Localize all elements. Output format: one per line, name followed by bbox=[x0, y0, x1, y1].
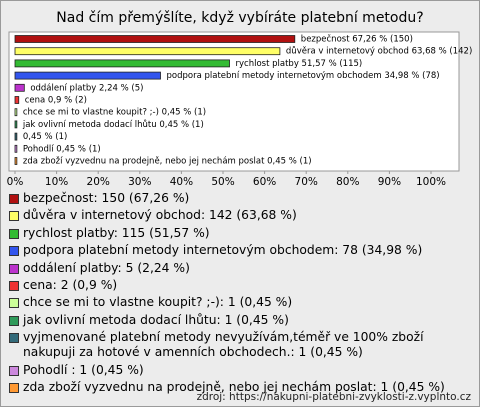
legend-swatch bbox=[9, 280, 19, 291]
chart: Nad čím přemýšlíte, když vybíráte plateb… bbox=[7, 10, 473, 188]
bar bbox=[14, 108, 18, 117]
bar bbox=[14, 71, 161, 80]
bar-label: cena 0,9 % (2) bbox=[25, 96, 87, 106]
x-tick-label: 0% bbox=[7, 176, 24, 188]
legend-item: zda zboží vyzvednu na prodejně, nebo jej… bbox=[9, 380, 471, 395]
x-tick-label: 10% bbox=[45, 176, 68, 188]
legend-label: cena: 2 (0,9 %) bbox=[23, 277, 118, 292]
bar bbox=[14, 35, 296, 43]
legend-item: rychlost platby: 115 (51,57 %) bbox=[9, 226, 471, 241]
bar bbox=[14, 83, 25, 92]
legend-swatch bbox=[9, 382, 19, 393]
bar-label: jak ovlivní metoda dodací lhůtu 0,45 % (… bbox=[22, 119, 204, 130]
x-tick-label: 60% bbox=[253, 176, 276, 188]
legend-item: důvěra v internetový obchod: 142 (63,68 … bbox=[9, 208, 471, 223]
x-tick-label: 30% bbox=[128, 176, 151, 188]
legend-swatch bbox=[9, 333, 19, 344]
legend-label: oddálení platby: 5 (2,24 %) bbox=[23, 260, 190, 275]
legend-item: bezpečnost: 150 (67,26 %) bbox=[9, 191, 471, 206]
bar-label: bezpečnost 67,26 % (150) bbox=[301, 34, 413, 45]
bar bbox=[14, 96, 20, 104]
legend-swatch bbox=[9, 315, 19, 326]
x-tick-label: 90% bbox=[378, 176, 401, 188]
legend-label: podpora platební metody internetovým obc… bbox=[23, 243, 423, 258]
bar-label: 0,45 % (1) bbox=[23, 132, 67, 142]
x-tick-label: 50% bbox=[211, 176, 234, 188]
bar-label: oddálení platby 2,24 % (5) bbox=[30, 83, 143, 93]
legend-item: Pohodlí : 1 (0,45 %) bbox=[9, 363, 471, 378]
legend-label: důvěra v internetový obchod: 142 (63,68 … bbox=[23, 208, 297, 223]
bar-label: podpora platební metody internetovým obc… bbox=[167, 71, 440, 81]
legend-swatch bbox=[9, 194, 19, 204]
bar-label: Pohodlí 0,45 % (1) bbox=[23, 144, 101, 154]
plot-area bbox=[8, 31, 460, 172]
bar bbox=[14, 120, 18, 129]
source: zdroj: https://nakupni-platebni-zvyklost… bbox=[196, 391, 471, 403]
legend-item: cena: 2 (0,9 %) bbox=[9, 278, 471, 293]
legend-swatch bbox=[9, 246, 19, 257]
x-tick-label: 40% bbox=[170, 176, 193, 188]
x-tick-label: 20% bbox=[87, 176, 110, 188]
legend-label: Pohodlí : 1 (0,45 %) bbox=[23, 362, 144, 377]
x-tick-label: 100% bbox=[416, 176, 446, 188]
bar-label: chce se mi to vlastne koupit? ;-) 0,45 %… bbox=[23, 108, 206, 118]
legend-label: jak ovlivní metoda dodací lhůtu: 1 (0,45… bbox=[23, 312, 289, 327]
bar bbox=[14, 132, 18, 141]
bar-label: zda zboží vyzvednu na prodejně, nebo jej… bbox=[23, 157, 312, 167]
legend-swatch bbox=[9, 263, 19, 274]
bar bbox=[14, 47, 281, 56]
x-tick-label: 80% bbox=[336, 176, 359, 188]
bar bbox=[14, 59, 230, 68]
legend-label: rychlost platby: 115 (51,57 %) bbox=[23, 225, 210, 240]
legend-item: jak ovlivní metoda dodací lhůtu: 1 (0,45… bbox=[9, 313, 471, 328]
legend-label: zda zboží vyzvednu na prodejně, nebo jej… bbox=[23, 379, 445, 394]
legend-item: oddálení platby: 5 (2,24 %) bbox=[9, 261, 471, 276]
legend-item: vyjmenované platební metody nevyužívám,t… bbox=[9, 330, 471, 360]
x-tick-label: 70% bbox=[295, 176, 318, 188]
chart-title: Nad čím přemýšlíte, když vybíráte plateb… bbox=[56, 10, 423, 26]
legend-swatch bbox=[9, 365, 19, 376]
bar bbox=[14, 144, 18, 153]
bar-label: důvěra v internetový obchod 63,68 % (142… bbox=[286, 46, 472, 57]
bar bbox=[14, 157, 18, 165]
legend-label: chce se mi to vlastne koupit? ;-): 1 (0,… bbox=[23, 295, 293, 310]
legend-swatch bbox=[9, 298, 19, 309]
legend: bezpečnost: 150 (67,26 %) důvěra v intern… bbox=[9, 191, 471, 397]
legend-item: chce se mi to vlastne koupit? ;-): 1 (0,… bbox=[9, 295, 471, 310]
legend-swatch bbox=[9, 211, 19, 222]
bar-label: rychlost platby 51,57 % (115) bbox=[236, 59, 363, 69]
legend-swatch bbox=[9, 228, 19, 239]
legend-label: vyjmenované platební metody nevyužívám,t… bbox=[23, 330, 424, 360]
legend-label: bezpečnost: 150 (67,26 %) bbox=[23, 191, 190, 205]
legend-item: podpora platební metody internetovým obc… bbox=[9, 243, 471, 258]
